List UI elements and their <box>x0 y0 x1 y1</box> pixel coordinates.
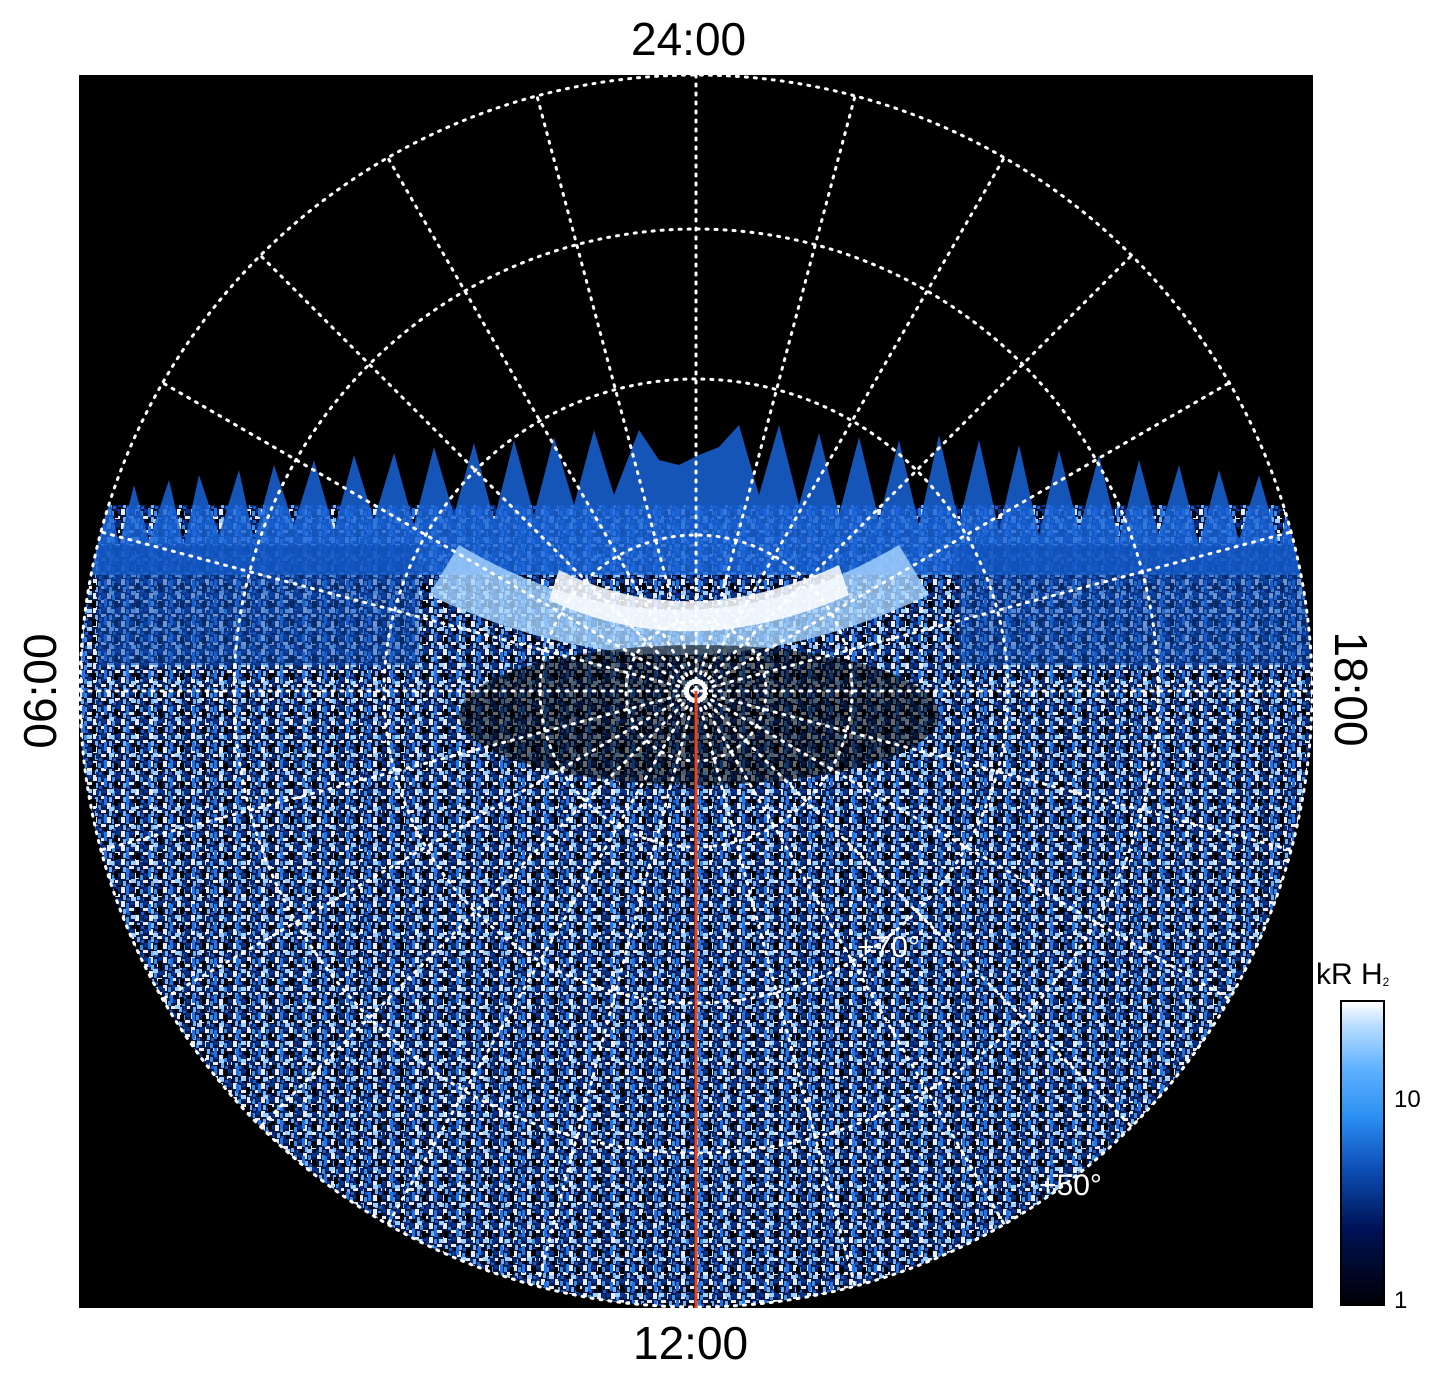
local-time-label-bottom: 12:00 <box>633 1317 749 1369</box>
colorbar-tick-10: 10 <box>1394 1086 1421 1113</box>
colorbar-title: kR H2 <box>1316 958 1390 991</box>
colorbar-tick-1: 1 <box>1394 1287 1408 1314</box>
latitude-label-70: +70° <box>857 931 920 964</box>
local-time-label-top: 24:00 <box>631 13 747 65</box>
colorbar <box>1340 1000 1385 1306</box>
latitude-label-50: +50° <box>1039 1169 1102 1202</box>
local-time-label-right: 18:00 <box>1325 631 1377 747</box>
local-time-label-left: 06:00 <box>14 633 66 749</box>
auroral-emission-map: +70° +50° <box>79 75 1313 1308</box>
polar-projection-plot: +70° +50° <box>79 75 1313 1308</box>
